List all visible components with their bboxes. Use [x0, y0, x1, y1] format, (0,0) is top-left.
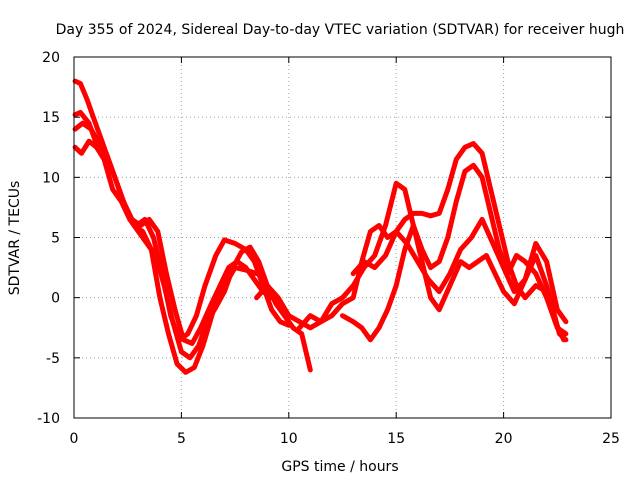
- x-tick-label: 15: [387, 431, 405, 447]
- series-track-8: [350, 216, 569, 325]
- axis-ticks: 0 5 10 15 20 25 -10 -5 0 5 10 15 20: [37, 50, 620, 447]
- y-tick-label: 0: [51, 291, 60, 307]
- chart-title: Day 355 of 2024, Sidereal Day-to-day VTE…: [56, 22, 625, 38]
- series-track-7: [340, 162, 569, 343]
- x-tick-label: 5: [177, 431, 186, 447]
- series-track-5: [254, 180, 569, 343]
- series-layer: [72, 78, 569, 375]
- series-track-3: [72, 120, 275, 346]
- y-tick-label: 15: [42, 110, 60, 126]
- x-axis-label: GPS time / hours: [281, 459, 398, 475]
- y-axis-label: SDTVAR / TECUs: [7, 181, 23, 296]
- y-tick-label: 20: [42, 50, 60, 66]
- y-tick-label: 10: [42, 170, 60, 186]
- y-tick-label: -5: [46, 351, 60, 367]
- y-tick-label: -10: [37, 411, 60, 427]
- y-tick-label: 5: [51, 231, 60, 247]
- x-tick-label: 25: [602, 431, 620, 447]
- x-tick-label: 20: [495, 431, 513, 447]
- x-tick-label: 0: [70, 431, 79, 447]
- x-tick-label: 10: [280, 431, 298, 447]
